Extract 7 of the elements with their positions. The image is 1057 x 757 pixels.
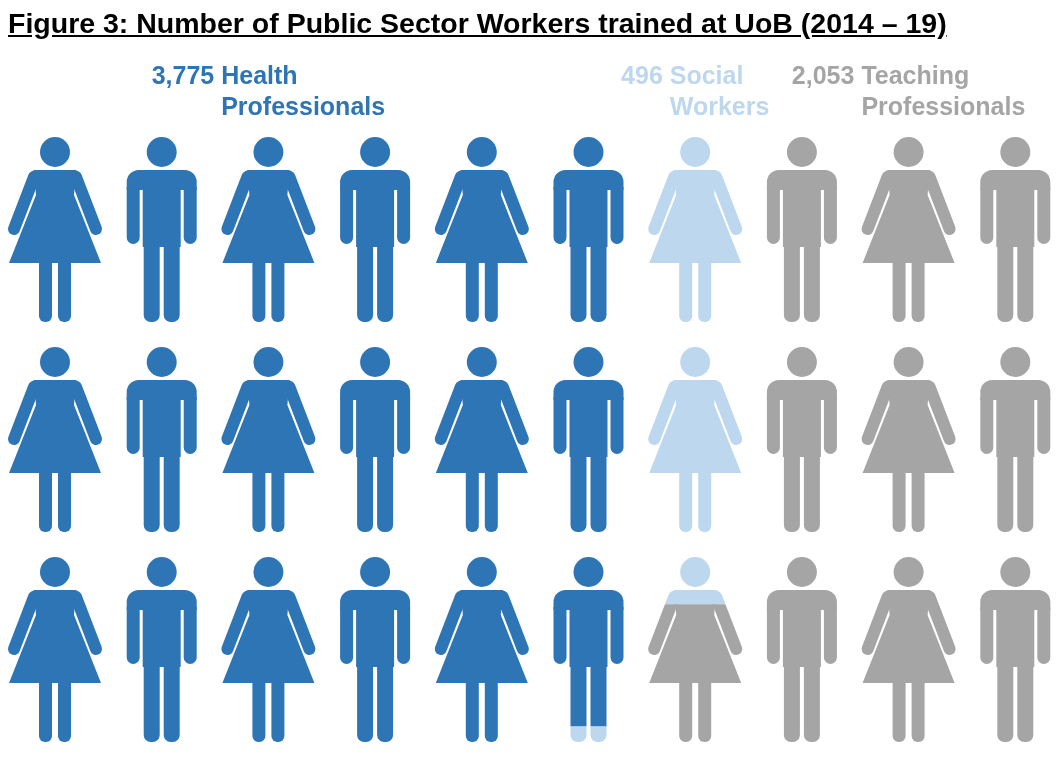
data-label: 496 xyxy=(621,61,663,89)
data-label: 3,775 xyxy=(151,61,215,89)
text: Figure 3: Number of Public Sector Workers trained at UoB (2014 – 19) xyxy=(8,7,947,39)
category-label: Teaching Professionals xyxy=(861,61,1026,120)
category-label: Social Workers xyxy=(669,61,770,120)
category-label: Health Professionals xyxy=(221,61,386,120)
data-label: 2,053 xyxy=(791,61,855,89)
